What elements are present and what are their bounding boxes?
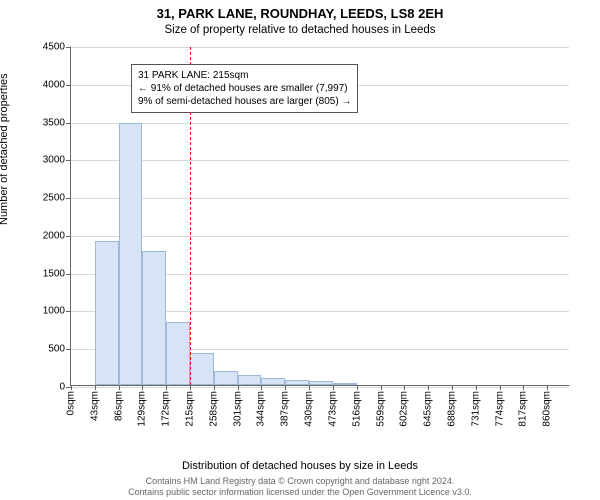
ytick-mark: [66, 160, 71, 161]
xtick-label: 129sqm: [137, 391, 148, 427]
xtick-label: 559sqm: [375, 391, 386, 427]
xtick-label: 0sqm: [66, 391, 77, 415]
ytick-label: 3500: [43, 117, 65, 128]
plot-area: 0500100015002000250030003500400045000sqm…: [70, 46, 570, 386]
ytick-label: 4500: [43, 42, 65, 53]
xtick-mark: [71, 385, 72, 390]
chart-title-line2: Size of property relative to detached ho…: [0, 24, 600, 36]
histogram-bar: [119, 123, 143, 385]
attribution-line1: Contains HM Land Registry data © Crown c…: [146, 476, 455, 486]
annotation-line2: ← 91% of detached houses are smaller (7,…: [138, 82, 351, 95]
xtick-mark: [214, 385, 215, 390]
histogram-bar: [309, 381, 333, 385]
xtick-mark: [547, 385, 548, 390]
xtick-mark: [404, 385, 405, 390]
ytick-label: 4000: [43, 79, 65, 90]
chart-container: 31, PARK LANE, ROUNDHAY, LEEDS, LS8 2EH …: [0, 0, 600, 500]
annotation-box: 31 PARK LANE: 215sqm← 91% of detached ho…: [131, 64, 358, 113]
ytick-label: 1500: [43, 268, 65, 279]
ytick-mark: [66, 236, 71, 237]
histogram-bar: [95, 241, 119, 385]
xtick-label: 430sqm: [304, 391, 315, 427]
ytick-mark: [66, 311, 71, 312]
xtick-label: 473sqm: [327, 391, 338, 427]
xtick-mark: [285, 385, 286, 390]
xtick-label: 86sqm: [113, 391, 124, 421]
histogram-bar: [190, 353, 214, 385]
ytick-label: 2500: [43, 193, 65, 204]
xtick-label: 43sqm: [89, 391, 100, 421]
xtick-mark: [428, 385, 429, 390]
xtick-mark: [452, 385, 453, 390]
xtick-label: 344sqm: [256, 391, 267, 427]
xtick-label: 387sqm: [280, 391, 291, 427]
gridline: [71, 198, 569, 199]
xtick-mark: [309, 385, 310, 390]
ytick-mark: [66, 123, 71, 124]
xtick-label: 860sqm: [542, 391, 553, 427]
xtick-label: 688sqm: [446, 391, 457, 427]
xtick-label: 645sqm: [423, 391, 434, 427]
xtick-mark: [238, 385, 239, 390]
gridline: [71, 236, 569, 237]
xtick-label: 301sqm: [232, 391, 243, 427]
xtick-mark: [119, 385, 120, 390]
chart-title-line1: 31, PARK LANE, ROUNDHAY, LEEDS, LS8 2EH: [0, 6, 600, 21]
xtick-mark: [333, 385, 334, 390]
xtick-mark: [500, 385, 501, 390]
ytick-label: 3000: [43, 155, 65, 166]
xtick-label: 817sqm: [518, 391, 529, 427]
annotation-line1: 31 PARK LANE: 215sqm: [138, 69, 351, 82]
xtick-label: 172sqm: [161, 391, 172, 427]
xtick-mark: [261, 385, 262, 390]
ytick-label: 500: [48, 344, 65, 355]
xtick-mark: [142, 385, 143, 390]
histogram-bar: [238, 375, 262, 385]
xtick-label: 731sqm: [470, 391, 481, 427]
ytick-mark: [66, 47, 71, 48]
attribution-line2: Contains public sector information licen…: [128, 487, 472, 497]
xtick-mark: [166, 385, 167, 390]
y-axis-label: Number of detached properties: [0, 73, 10, 225]
gridline: [71, 160, 569, 161]
x-axis-label: Distribution of detached houses by size …: [0, 460, 600, 472]
annotation-line3: 9% of semi-detached houses are larger (8…: [138, 95, 351, 108]
ytick-mark: [66, 85, 71, 86]
histogram-bar: [214, 371, 238, 385]
gridline: [71, 47, 569, 48]
gridline: [71, 123, 569, 124]
gridline: [71, 387, 569, 388]
xtick-label: 516sqm: [351, 391, 362, 427]
ytick-label: 1000: [43, 306, 65, 317]
xtick-mark: [95, 385, 96, 390]
xtick-label: 602sqm: [399, 391, 410, 427]
xtick-mark: [357, 385, 358, 390]
xtick-mark: [190, 385, 191, 390]
ytick-label: 0: [59, 382, 65, 393]
histogram-bar: [142, 251, 166, 385]
histogram-bar: [333, 383, 357, 385]
histogram-bar: [285, 380, 309, 385]
attribution-text: Contains HM Land Registry data © Crown c…: [0, 476, 600, 499]
ytick-mark: [66, 349, 71, 350]
xtick-label: 774sqm: [494, 391, 505, 427]
xtick-mark: [523, 385, 524, 390]
ytick-mark: [66, 198, 71, 199]
xtick-mark: [476, 385, 477, 390]
histogram-bar: [261, 378, 285, 385]
xtick-label: 258sqm: [208, 391, 219, 427]
histogram-bar: [166, 322, 190, 385]
xtick-label: 215sqm: [185, 391, 196, 427]
xtick-mark: [381, 385, 382, 390]
ytick-mark: [66, 274, 71, 275]
ytick-label: 2000: [43, 230, 65, 241]
